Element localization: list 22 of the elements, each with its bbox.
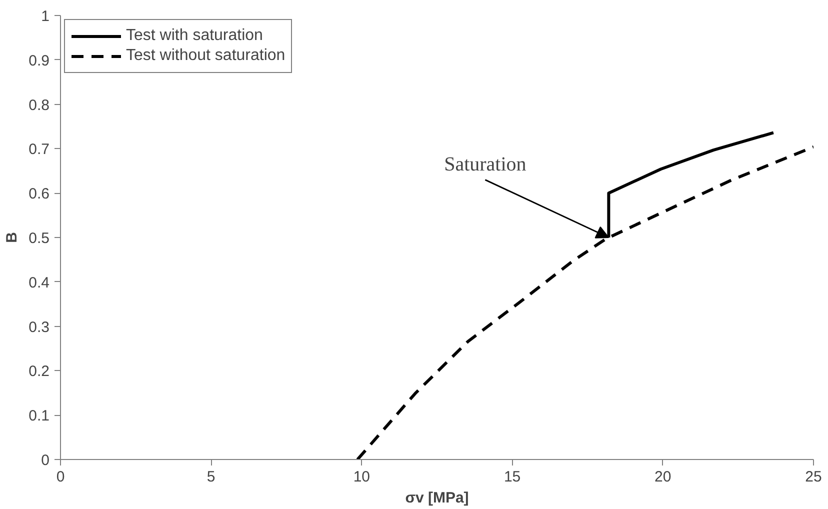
x-tick-label: 5	[206, 468, 216, 486]
legend-label: Test with saturation	[126, 27, 263, 45]
y-tick-label: 0.3	[28, 318, 50, 336]
y-tick-label: 0.4	[28, 274, 50, 292]
y-tick-label: 0.2	[28, 363, 50, 380]
y-tick-label: 0.7	[28, 141, 50, 158]
legend-label: Test without saturation	[126, 47, 286, 65]
x-tick-label: 20	[654, 468, 672, 486]
x-tick-label: 25	[805, 468, 822, 486]
y-tick-label: 0.8	[28, 96, 50, 114]
x-tick-label: 0	[56, 468, 65, 486]
annotation: Saturation	[444, 153, 526, 176]
y-tick-label: 0.1	[28, 408, 50, 425]
y-tick-label: 1	[41, 8, 50, 25]
y-tick-label: 0.9	[28, 52, 50, 70]
y-tick-label: 0.5	[28, 230, 50, 247]
y-tick-label: 0	[41, 452, 50, 469]
x-tick-label: 10	[353, 468, 370, 486]
y-tick-label: 0.6	[28, 186, 50, 203]
x-tick-label: 15	[504, 468, 521, 486]
x-axis-title: σv [MPa]	[405, 490, 469, 506]
y-axis-title: B	[4, 232, 21, 243]
